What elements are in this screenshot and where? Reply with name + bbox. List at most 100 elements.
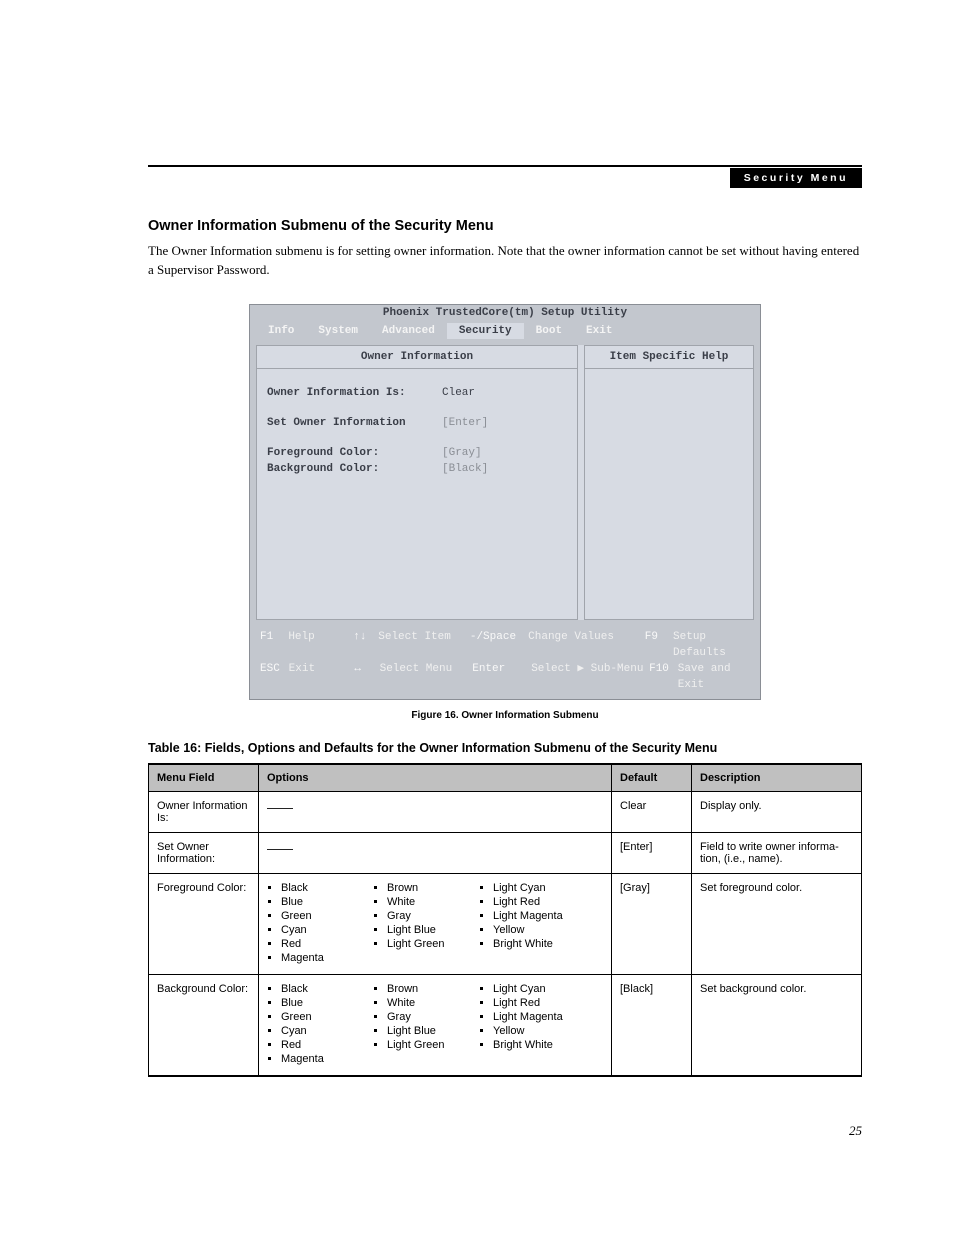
bios-tab-boot[interactable]: Boot (524, 323, 574, 339)
bios-row[interactable]: Foreground Color:[Gray] (267, 447, 567, 459)
bios-tab-exit[interactable]: Exit (574, 323, 624, 339)
option-item: Bright White (493, 1039, 563, 1051)
option-item: Black (281, 882, 345, 894)
option-item: Light Cyan (493, 882, 563, 894)
option-item: White (387, 896, 451, 908)
content-area: Owner Information Submenu of the Securit… (148, 218, 862, 1077)
bios-row[interactable]: Background Color:[Black] (267, 463, 567, 475)
bios-tab-info[interactable]: Info (256, 323, 306, 339)
table-cell-options: —— (259, 792, 612, 833)
option-item: Green (281, 1011, 345, 1023)
bios-row-value: [Gray] (442, 447, 482, 459)
table-cell-field: Background Color: (149, 975, 259, 1077)
bios-tab-system[interactable]: System (306, 323, 370, 339)
option-item: Cyan (281, 924, 345, 936)
bios-left-panel: Owner Information Owner Information Is:C… (256, 345, 578, 620)
bios-window: Phoenix TrustedCore(tm) Setup Utility In… (249, 304, 761, 701)
option-item: Gray (387, 910, 451, 922)
footer-key-f10: F10 (649, 662, 678, 694)
table-cell-description: Set background color. (692, 975, 862, 1077)
table-cell-default: [Enter] (612, 833, 692, 874)
bios-tab-bar: InfoSystemAdvancedSecurityBootExit (250, 323, 760, 345)
option-item: Yellow (493, 1025, 563, 1037)
table-cell-options: Black Blue Green Cyan Red Magenta Brown White Gr… (259, 975, 612, 1077)
option-item: Magenta (281, 1053, 345, 1065)
figure-caption: Figure 16. Owner Information Submenu (148, 710, 862, 721)
page: Security Menu Owner Information Submenu … (0, 0, 954, 1235)
table-row: Foreground Color:BlackBlueGreenCyanRedMa… (149, 874, 862, 975)
bios-body: Owner Information Owner Information Is:C… (256, 345, 754, 620)
bios-right-body (585, 369, 753, 619)
bios-tab-security[interactable]: Security (447, 323, 524, 339)
bios-row-label: Set Owner Information (267, 417, 442, 429)
bios-footer-row-1: F1 Help ↑↓ Select Item -/Space Change Va… (260, 630, 750, 662)
option-item: Light Blue (387, 1025, 451, 1037)
bios-right-panel: Item Specific Help (584, 345, 754, 620)
page-number: 25 (849, 1123, 862, 1139)
table-header: Description (692, 764, 862, 792)
bios-row-value: [Black] (442, 463, 488, 475)
option-item: Brown (387, 983, 451, 995)
table-caption: Table 16: Fields, Options and Defaults f… (148, 741, 862, 755)
table-row: Set Owner Informa­tion:——[Enter]Field to… (149, 833, 862, 874)
option-item: Red (281, 1039, 345, 1051)
option-item: White (387, 997, 451, 1009)
intro-paragraph: The Owner Information submenu is for set… (148, 242, 862, 280)
option-item: Brown (387, 882, 451, 894)
table-cell-field: Foreground Color: (149, 874, 259, 975)
footer-key-enter: Enter (472, 662, 531, 694)
option-item: Light Red (493, 896, 563, 908)
option-item: Blue (281, 896, 345, 908)
table-header: Options (259, 764, 612, 792)
option-item: Magenta (281, 952, 345, 964)
option-item: Light Green (387, 938, 451, 950)
table-cell-description: Set foreground color. (692, 874, 862, 975)
section-title: Owner Information Submenu of the Securit… (148, 218, 862, 234)
table-cell-default: Clear (612, 792, 692, 833)
table-cell-description: Field to write owner informa­tion, (i.e.… (692, 833, 862, 874)
option-item: Black (281, 983, 345, 995)
header-rule (148, 165, 862, 167)
bios-left-header: Owner Information (257, 346, 577, 369)
bios-row-value: [Enter] (442, 417, 488, 429)
option-item: Yellow (493, 924, 563, 936)
bios-footer-row-2: ESC Exit ↔ Select Menu Enter Select ▶ Su… (260, 662, 750, 694)
bios-right-header: Item Specific Help (585, 346, 753, 369)
table-header: Menu Field (149, 764, 259, 792)
bios-left-body: Owner Information Is:Clear Set Owner Info… (257, 369, 577, 619)
bios-row-label: Foreground Color: (267, 447, 442, 459)
footer-label-submenu: Select ▶ Sub-Menu (531, 662, 649, 694)
footer-label-save-exit: Save and Exit (678, 662, 750, 694)
option-item: Light Green (387, 1039, 451, 1051)
option-item: Green (281, 910, 345, 922)
footer-key-f1: F1 (260, 630, 288, 662)
table-header: Default (612, 764, 692, 792)
option-item: Light Blue (387, 924, 451, 936)
footer-key-space: -/Space (470, 630, 528, 662)
table-cell-field: Set Owner Informa­tion: (149, 833, 259, 874)
option-item: Light Magenta (493, 910, 563, 922)
footer-label-change-values: Change Values (528, 630, 645, 662)
option-item: Gray (387, 1011, 451, 1023)
bios-row[interactable]: Set Owner Information[Enter] (267, 417, 567, 429)
bios-row-label: Owner Information Is: (267, 387, 442, 399)
bios-row-label: Background Color: (267, 463, 442, 475)
table-cell-options: —— (259, 833, 612, 874)
bios-row[interactable]: Owner Information Is:Clear (267, 387, 567, 399)
option-item: Blue (281, 997, 345, 1009)
footer-key-leftright: ↔ (354, 662, 379, 694)
bios-utility-title: Phoenix TrustedCore(tm) Setup Utility (250, 305, 760, 323)
table-cell-default: [Gray] (612, 874, 692, 975)
table-cell-field: Owner Information Is: (149, 792, 259, 833)
breadcrumb: Security Menu (730, 168, 862, 188)
fields-table: Menu FieldOptionsDefaultDescription Owne… (148, 763, 862, 1077)
option-item: Light Red (493, 997, 563, 1009)
footer-label-select-menu: Select Menu (380, 662, 473, 694)
table-row: Owner Information Is:——ClearDisplay only… (149, 792, 862, 833)
footer-key-esc: ESC (260, 662, 289, 694)
table-cell-description: Display only. (692, 792, 862, 833)
table-cell-default: [Black] (612, 975, 692, 1077)
option-item: Cyan (281, 1025, 345, 1037)
footer-label-help: Help (288, 630, 353, 662)
bios-tab-advanced[interactable]: Advanced (370, 323, 447, 339)
